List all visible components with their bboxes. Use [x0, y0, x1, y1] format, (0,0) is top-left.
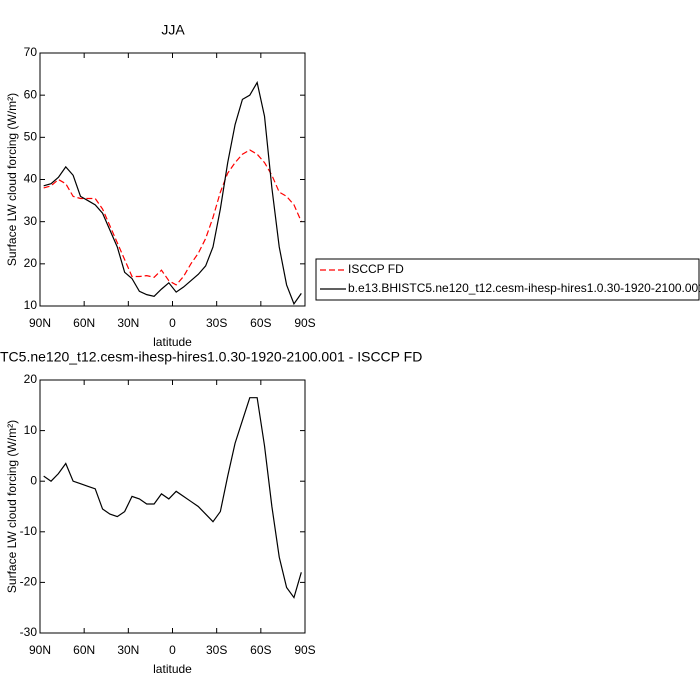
- y-tick-label: -20: [20, 575, 38, 589]
- x-tick-label: 90S: [294, 316, 315, 330]
- data-line: [43, 80, 302, 306]
- plot-frame: [39, 379, 306, 634]
- legend-frame: [315, 258, 700, 301]
- x-tick-label: 60N: [73, 643, 95, 657]
- y-tick-label: 0: [30, 473, 37, 487]
- x-tick-label: 90N: [29, 643, 51, 657]
- x-tick-label: 0: [169, 643, 176, 657]
- y-tick-label: 20: [24, 256, 38, 270]
- legend-label: ISCCP FD: [348, 262, 404, 276]
- y-tick-label: 30: [24, 214, 38, 228]
- x-tick-label: 30S: [206, 643, 227, 657]
- chart-title: TC5.ne120_t12.cesm-ihesp-hires1.0.30-192…: [0, 349, 422, 365]
- x-tick-label: 90N: [29, 316, 51, 330]
- legend-label: b.e13.BHISTC5.ne120_t12.cesm-ihesp-hires…: [348, 281, 700, 295]
- x-tick-label: 60N: [73, 316, 95, 330]
- y-tick-label: -10: [20, 524, 38, 538]
- y-tick-label: 40: [24, 172, 38, 186]
- x-tick-label: 60S: [250, 643, 271, 657]
- y-tick-label: 10: [24, 423, 38, 437]
- y-tick-label: 10: [24, 298, 38, 312]
- x-tick-label: 0: [169, 316, 176, 330]
- y-tick-label: 60: [24, 87, 38, 101]
- chart-title: JJA: [161, 22, 185, 38]
- data-line: [43, 149, 302, 286]
- x-tick-label: 60S: [250, 316, 271, 330]
- x-tick-label: 90S: [294, 643, 315, 657]
- data-line: [43, 397, 302, 599]
- y-axis-label: Surface LW cloud forcing (W/m²): [5, 420, 19, 593]
- x-axis-label: latitude: [153, 335, 192, 349]
- plot-frame: [39, 52, 306, 307]
- x-axis-label: latitude: [153, 662, 192, 676]
- y-axis-label: Surface LW cloud forcing (W/m²): [5, 93, 19, 266]
- y-tick-label: 70: [24, 45, 38, 59]
- legend: ISCCP FD b.e13.BHISTC5.ne120_t12.cesm-ihe…: [315, 258, 700, 301]
- y-tick-label: 20: [24, 372, 38, 386]
- y-tick-label: -30: [20, 625, 38, 639]
- x-tick-label: 30N: [117, 316, 139, 330]
- x-tick-label: 30N: [117, 643, 139, 657]
- x-tick-label: 30S: [206, 316, 227, 330]
- y-tick-label: 50: [24, 130, 38, 144]
